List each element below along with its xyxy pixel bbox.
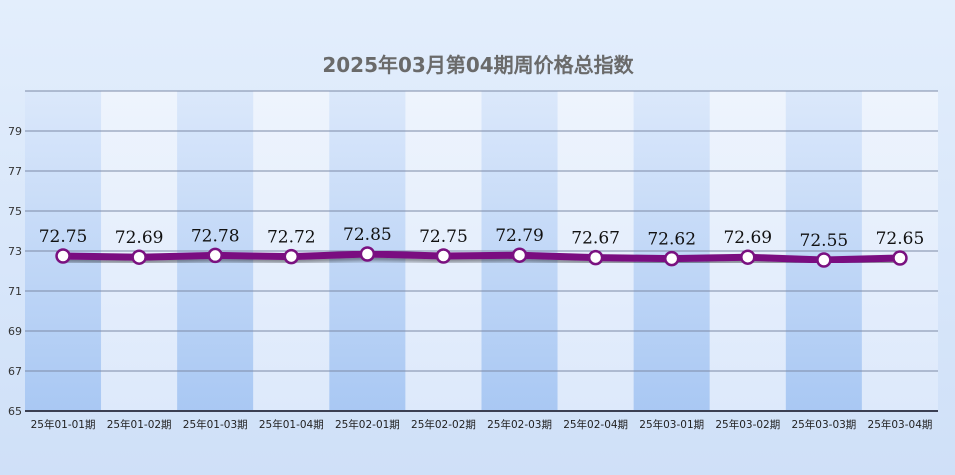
data-point <box>283 248 300 265</box>
x-tick-label: 25年03-01期 <box>639 418 704 431</box>
data-point <box>892 250 908 266</box>
x-tick-label: 25年03-04期 <box>868 418 933 431</box>
data-point <box>131 249 147 265</box>
data-label: 72.75 <box>419 227 468 247</box>
x-tick-label: 25年03-03期 <box>791 418 856 431</box>
x-tick-label: 25年02-02期 <box>411 418 476 431</box>
chart-title: 2025年03月第04期周价格总指数 <box>322 53 634 77</box>
data-point <box>740 249 756 265</box>
data-label: 72.67 <box>571 229 620 249</box>
data-label: 72.69 <box>723 228 772 248</box>
y-tick-label: 75 <box>8 205 22 218</box>
data-label: 72.62 <box>647 230 696 250</box>
y-tick-label: 67 <box>8 365 22 378</box>
data-label: 72.79 <box>495 226 544 246</box>
x-tick-label: 25年01-01期 <box>31 418 96 431</box>
y-tick-label: 73 <box>8 245 22 258</box>
x-tick-label: 25年02-01期 <box>335 418 400 431</box>
data-label: 72.78 <box>191 226 240 246</box>
y-tick-label: 71 <box>8 285 22 298</box>
data-point <box>435 248 452 264</box>
series-line <box>59 250 904 264</box>
y-tick-label: 77 <box>8 165 22 178</box>
y-tick-label: 69 <box>8 325 22 338</box>
data-label: 72.69 <box>115 228 164 248</box>
data-label: 72.75 <box>39 227 88 247</box>
data-point <box>587 249 604 266</box>
x-tick-label: 25年03-02期 <box>715 418 780 431</box>
x-tick-label: 25年02-04期 <box>563 418 628 431</box>
data-label: 72.85 <box>343 225 392 245</box>
y-tick-label: 65 <box>8 405 22 418</box>
data-label: 72.65 <box>876 229 925 249</box>
data-point <box>663 250 680 267</box>
data-point <box>55 248 71 264</box>
data-label: 72.55 <box>800 231 849 251</box>
x-tick-label: 25年01-04期 <box>259 418 324 431</box>
data-label: 72.72 <box>267 228 316 248</box>
data-point <box>207 247 223 264</box>
data-point <box>511 247 528 263</box>
x-tick-label: 25年01-03期 <box>183 418 248 431</box>
x-tick-label: 25年01-02期 <box>107 418 172 431</box>
y-tick-label: 79 <box>8 125 22 138</box>
data-point <box>816 252 832 268</box>
x-tick-label: 25年02-03期 <box>487 418 552 431</box>
data-point <box>359 246 376 262</box>
